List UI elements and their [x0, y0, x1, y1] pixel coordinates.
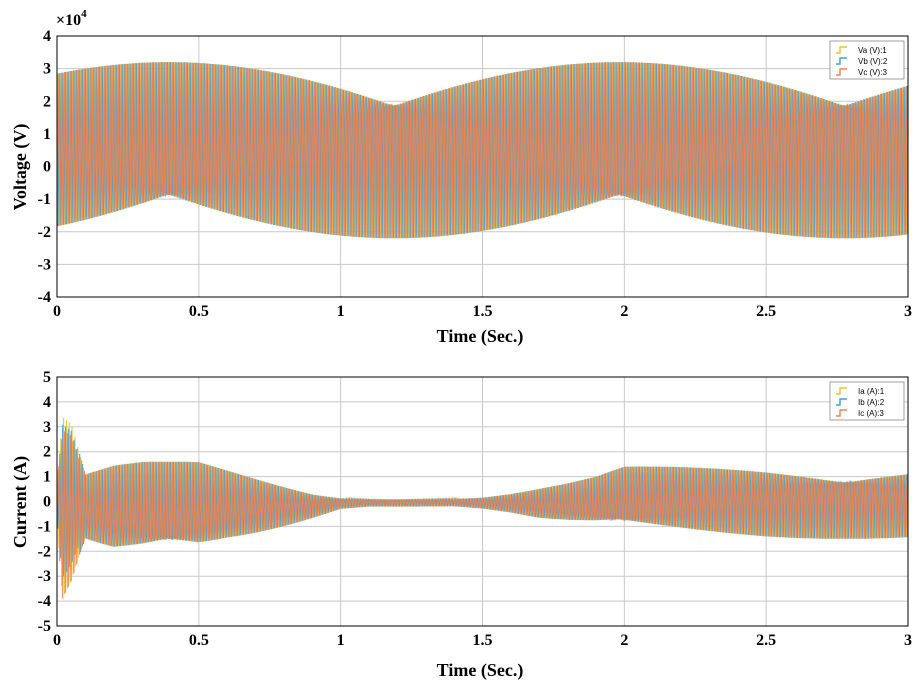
y-tick-label: 2	[43, 444, 51, 461]
legend-entry: Ib (A):2	[858, 398, 885, 407]
y-tick-label: -3	[38, 568, 51, 585]
y-tick-label: 3	[43, 419, 51, 436]
current-series-group	[56, 417, 909, 599]
x-tick-label: 1	[337, 303, 345, 320]
x-tick-label: 3	[904, 303, 912, 320]
current-legend: Ia (A):1 Ib (A):2 Ic (A):3	[829, 381, 905, 421]
legend-swatch	[836, 46, 847, 54]
x-tick-label: 1.5	[473, 303, 493, 320]
legend-swatch	[836, 387, 847, 395]
legend-swatch	[836, 57, 847, 65]
y-tick-label: -1	[38, 191, 51, 208]
legend-entry: Ia (A):1	[858, 387, 885, 396]
y-tick-label: -3	[38, 256, 51, 273]
y-tick-label: 4	[43, 394, 51, 411]
legend-entry: Vc (V):3	[858, 68, 887, 77]
y-tick-label: 1	[43, 126, 51, 143]
legend-swatch	[836, 398, 847, 406]
y-tick-label: -4	[38, 593, 51, 610]
y-tick-label: -4	[38, 289, 51, 306]
y-tick-label: 0	[43, 494, 51, 511]
legend-entry: Ic (A):3	[858, 409, 884, 418]
y-tick-label: 3	[43, 61, 51, 78]
x-tick-label: 3	[904, 632, 912, 649]
voltage-exponent-label: ×104	[56, 8, 87, 29]
x-tick-label: 0	[53, 303, 61, 320]
voltage-plot-frame	[56, 35, 909, 298]
y-tick-label: -2	[38, 543, 51, 560]
series-line-3	[56, 62, 909, 239]
series-line-3	[56, 431, 909, 599]
current-chart: 0 0.5 1 1.5 2 2.5 3 5 4 3 2 1 0 -1 -2 -3 -4 -5 Time (Sec.…	[10, 369, 912, 681]
y-tick-label: 2	[43, 93, 51, 110]
x-tick-label: 1.5	[473, 632, 493, 649]
voltage-ylabel: Voltage (V)	[10, 124, 31, 211]
voltage-legend: Va (V):1 Vb (V):2 Vc (V):3	[829, 40, 905, 80]
y-tick-label: -2	[38, 224, 51, 241]
y-tick-label: -5	[38, 618, 51, 635]
y-tick-label: 0	[43, 159, 51, 176]
x-tick-label: 2.5	[756, 632, 776, 649]
y-tick-label: 5	[43, 369, 51, 386]
current-plot-frame	[56, 376, 909, 627]
voltage-xlabel: Time (Sec.)	[437, 326, 524, 347]
y-tick-label: -1	[38, 518, 51, 535]
x-tick-label: 2	[620, 632, 628, 649]
legend-swatch	[836, 68, 847, 76]
legend-entry: Vb (V):2	[858, 57, 888, 66]
voltage-series-group	[56, 62, 909, 239]
y-tick-label: 4	[43, 28, 51, 45]
y-tick-label: 1	[43, 469, 51, 486]
x-tick-label: 0	[53, 632, 61, 649]
x-tick-label: 2	[620, 303, 628, 320]
x-tick-label: 0.5	[189, 303, 209, 320]
voltage-chart: 0 0.5 1 1.5 2 2.5 3 4 3 2 1 0 -1 -2 -3 -4 ×104 Time (Se…	[10, 8, 912, 347]
legend-swatch	[836, 409, 847, 417]
legend-entry: Va (V):1	[858, 46, 887, 55]
x-tick-label: 0.5	[189, 632, 209, 649]
x-tick-label: 2.5	[756, 303, 776, 320]
current-xlabel: Time (Sec.)	[437, 660, 524, 681]
x-tick-label: 1	[337, 632, 345, 649]
current-ylabel: Current (A)	[10, 456, 31, 548]
